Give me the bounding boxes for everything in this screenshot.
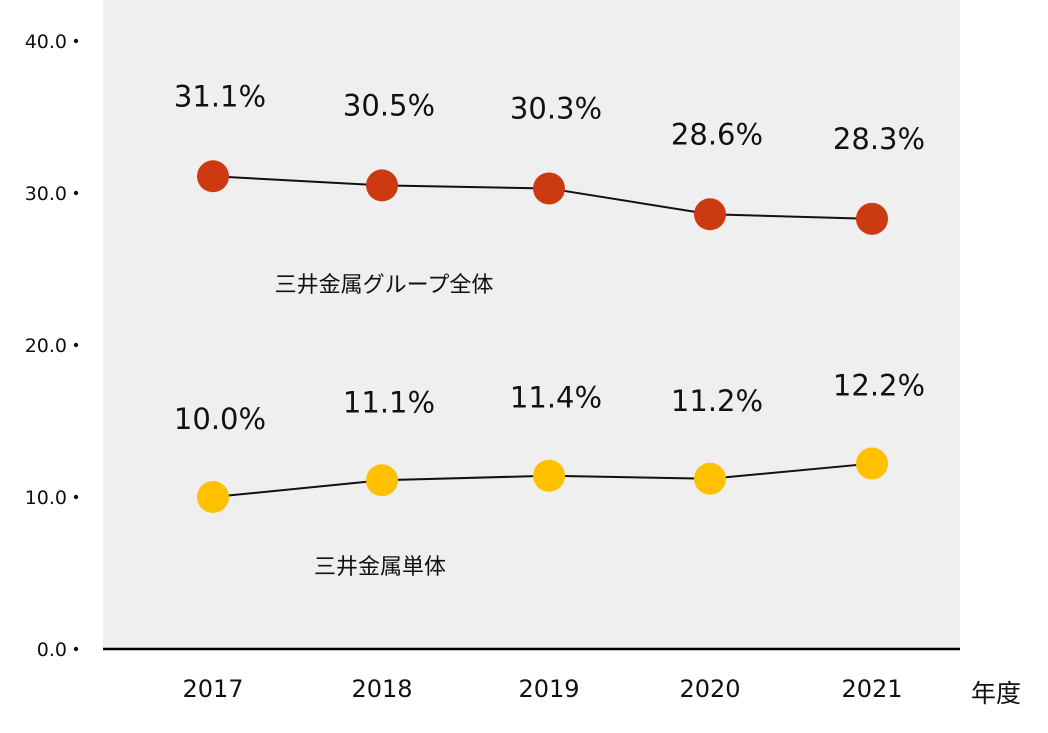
y-tick-mark <box>73 494 79 500</box>
y-tick-mark <box>73 342 79 348</box>
data-point <box>694 462 726 495</box>
data-label: 11.4% <box>510 381 602 415</box>
y-tick-label: 10.0 <box>25 487 67 509</box>
series-name-label: 三井金属グループ全体 <box>275 273 494 298</box>
data-label: 28.3% <box>833 122 925 156</box>
data-point <box>197 481 229 513</box>
data-label: 30.5% <box>343 88 435 122</box>
series-layer: 31.1% 30.5% 30.3% 28.6% 28.3% 三井金属グループ全体 10.0%… <box>174 79 925 580</box>
x-tick-label: 2020 <box>679 675 740 703</box>
data-point <box>533 172 565 205</box>
data-label: 30.3% <box>510 91 602 125</box>
data-point <box>366 464 398 497</box>
y-tick-mark <box>73 190 79 196</box>
data-point <box>197 160 229 193</box>
y-tick-label: 40.0 <box>25 31 67 53</box>
series-name-label: 三井金属単体 <box>314 555 446 580</box>
data-point <box>366 169 398 202</box>
x-tick-label: 2017 <box>182 675 243 703</box>
data-label: 10.0% <box>174 402 266 436</box>
data-point <box>856 202 888 235</box>
y-tick-mark <box>73 38 79 44</box>
y-tick-label: 20.0 <box>25 335 67 357</box>
data-label: 31.1% <box>174 79 266 113</box>
plot-area <box>103 0 960 649</box>
data-label: 28.6% <box>671 117 763 151</box>
data-label: 11.2% <box>671 384 763 418</box>
data-point <box>694 198 726 231</box>
x-tick-label: 2019 <box>518 675 579 703</box>
y-tick-label: 30.0 <box>25 183 67 205</box>
data-label: 12.2% <box>833 369 925 403</box>
data-label: 11.1% <box>343 385 435 419</box>
y-tick-label: 0.0 <box>37 639 67 661</box>
data-point <box>533 459 565 492</box>
x-axis-ticks: 2017 2018 2019 2020 2021 <box>182 675 902 703</box>
y-tick-mark <box>73 646 79 652</box>
data-point <box>856 447 888 480</box>
x-tick-label: 2018 <box>351 675 412 703</box>
x-tick-label: 2021 <box>841 675 902 703</box>
x-axis-unit-label: 年度 <box>971 679 1021 708</box>
y-axis-ticks: 0.0 10.0 20.0 30.0 40.0 <box>25 31 79 661</box>
